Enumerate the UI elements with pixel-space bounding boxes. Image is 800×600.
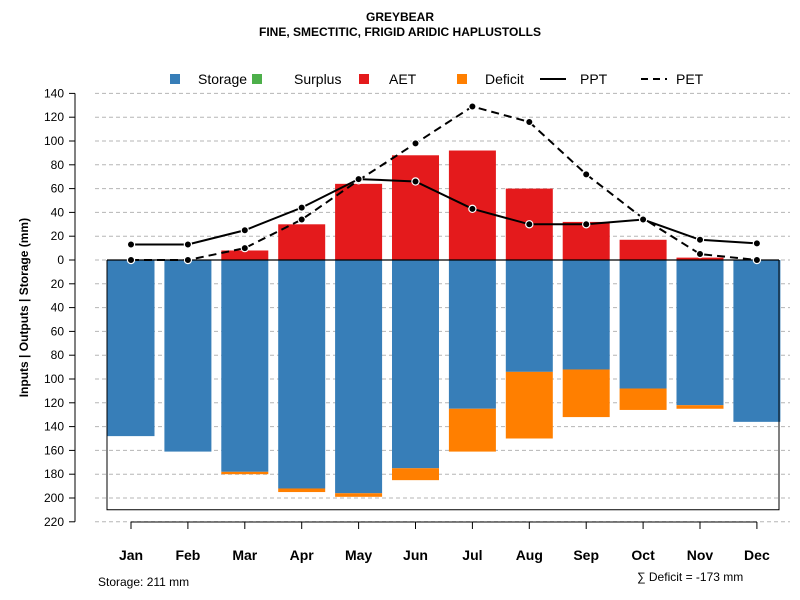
- x-tick-label: Jan: [119, 547, 143, 563]
- aet-bar: [335, 183, 383, 260]
- deficit-bar: [278, 488, 326, 493]
- aet-bar: [619, 239, 667, 260]
- pet-line: [131, 105, 758, 261]
- deficit-bar: [676, 405, 724, 409]
- storage-bar: [107, 260, 155, 437]
- y-tick-label: 180: [44, 467, 64, 481]
- aet-bar: [278, 224, 326, 260]
- storage-bar: [619, 260, 667, 389]
- chart-title: GREYBEAR: [365, 10, 434, 24]
- ppt-line: [131, 178, 757, 246]
- pet-point: [183, 255, 193, 265]
- y-tick-label: 20: [51, 277, 65, 291]
- deficit-bar: [392, 468, 439, 481]
- ppt-point: [126, 240, 136, 249]
- y-tick-label: 80: [51, 158, 65, 172]
- legend-label: PPT: [580, 71, 608, 87]
- y-tick-label: 120: [44, 396, 64, 410]
- y-axis-label: Inputs | Outputs | Storage (mm): [17, 218, 31, 397]
- chart-subtitle: FINE, SMECTITIC, FRIGID ARIDIC HAPLUSTOL…: [259, 25, 541, 39]
- legend-label: AET: [389, 71, 417, 87]
- ppt-point: [752, 239, 762, 248]
- storage-bar: [221, 260, 269, 472]
- x-tick-label: Mar: [232, 547, 257, 563]
- deficit-bar: [505, 371, 553, 439]
- storage-bar: [164, 260, 212, 452]
- ppt-point: [183, 240, 193, 249]
- ppt-point: [354, 174, 363, 184]
- storage-bar: [392, 260, 439, 469]
- x-tick-label: May: [345, 547, 372, 563]
- legend-label: PET: [676, 71, 704, 87]
- storage-bar: [676, 260, 724, 406]
- storage-bar: [733, 260, 781, 422]
- legend-swatch: [457, 74, 467, 84]
- storage-note: Storage: 211 mm: [98, 575, 190, 589]
- deficit-bar: [448, 408, 496, 452]
- pet-point: [695, 249, 705, 259]
- storage-bar: [505, 260, 553, 372]
- pet-point: [297, 215, 306, 224]
- ppt-point: [468, 204, 477, 214]
- deficit-bar: [562, 369, 610, 418]
- x-tick-label: Nov: [687, 547, 714, 563]
- x-tick-label: Dec: [744, 547, 770, 563]
- legend-label: Deficit: [485, 71, 524, 87]
- pet-point: [468, 102, 477, 111]
- legend-swatch: [252, 74, 262, 84]
- x-tick-label: Jul: [462, 547, 482, 563]
- deficit-bar: [335, 493, 383, 497]
- y-tick-label: 40: [51, 301, 65, 315]
- aet-bar: [676, 257, 724, 260]
- storage-bar: [335, 260, 383, 494]
- ppt-point: [240, 226, 249, 235]
- ppt-point: [582, 220, 591, 229]
- y-tick-label: 120: [44, 110, 64, 124]
- pet-point: [525, 117, 534, 127]
- storage-bar: [562, 260, 610, 370]
- y-tick-label: 80: [51, 348, 65, 362]
- ppt-point: [695, 235, 705, 244]
- x-tick-label: Feb: [175, 547, 200, 563]
- deficit-note: ∑ Deficit = -173 mm: [637, 570, 744, 584]
- y-tick-label: 220: [44, 515, 64, 529]
- aet-bar: [221, 250, 269, 260]
- y-tick-label: 140: [44, 86, 64, 100]
- pet-point: [752, 255, 762, 265]
- y-tick-label: 60: [51, 182, 65, 196]
- y-tick-label: 160: [44, 443, 64, 457]
- ppt-point: [638, 215, 648, 224]
- y-tick-label: 100: [44, 134, 64, 148]
- pet-point: [582, 170, 591, 179]
- legend-label: Storage: [198, 71, 247, 87]
- pet-point: [126, 255, 136, 265]
- x-tick-label: Sep: [573, 547, 599, 563]
- deficit-bar: [221, 471, 269, 475]
- y-tick-label: 40: [51, 205, 65, 219]
- ppt-point: [411, 177, 420, 186]
- x-tick-label: Oct: [631, 547, 655, 563]
- y-tick-label: 100: [44, 372, 64, 386]
- deficit-bar: [619, 388, 667, 410]
- storage-bar: [448, 260, 496, 409]
- legend-swatch: [170, 74, 180, 84]
- y-tick-label: 0: [57, 253, 64, 267]
- x-tick-label: Apr: [290, 547, 315, 563]
- pet-point: [240, 243, 249, 253]
- x-tick-label: Aug: [516, 547, 543, 563]
- pet-point: [411, 139, 420, 148]
- ppt-point: [525, 220, 534, 229]
- y-tick-label: 20: [51, 229, 65, 243]
- storage-bar: [278, 260, 326, 489]
- x-tick-label: Jun: [403, 547, 428, 563]
- legend-swatch: [359, 74, 369, 84]
- ppt-point: [297, 203, 306, 212]
- aet-bar: [392, 155, 439, 260]
- y-tick-label: 140: [44, 420, 64, 434]
- y-tick-label: 60: [51, 324, 65, 338]
- legend-label: Surplus: [294, 71, 341, 87]
- y-tick-label: 200: [44, 491, 64, 505]
- plot-frame: [106, 260, 780, 511]
